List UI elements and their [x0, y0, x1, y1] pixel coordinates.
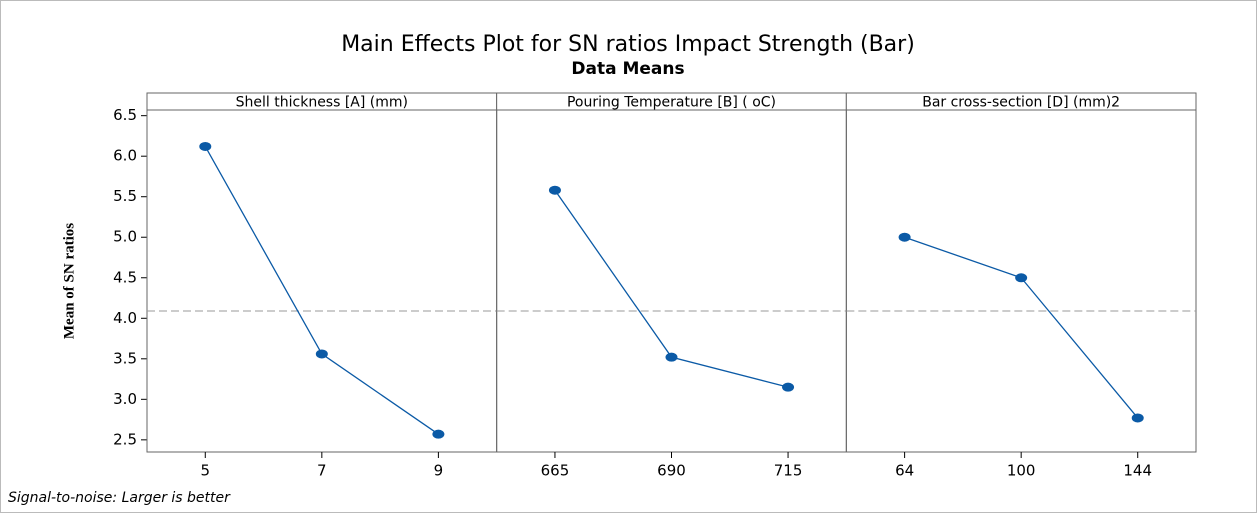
x-tick-label: 7	[317, 462, 327, 480]
y-tick-label: 2.5	[113, 430, 137, 448]
x-tick-label: 100	[1007, 462, 1036, 480]
panel-title: Pouring Temperature [B] ( oC)	[567, 95, 776, 111]
x-tick-label: 690	[657, 462, 686, 480]
chart-title: Main Effects Plot for SN ratios Impact S…	[341, 32, 915, 57]
x-tick-label: 64	[895, 462, 914, 480]
y-tick-label: 4.5	[113, 268, 137, 286]
y-tick-label: 5.0	[113, 228, 137, 246]
footnote: Signal-to-noise: Larger is better	[8, 490, 231, 506]
panel-title: Bar cross-section [D] (mm)2	[922, 95, 1120, 111]
point	[315, 349, 328, 359]
point	[548, 185, 561, 195]
y-tick-label: 3.5	[113, 349, 137, 367]
x-tick-label: 144	[1123, 462, 1152, 480]
point	[432, 429, 445, 439]
y-tick-label: 5.5	[113, 187, 137, 205]
point	[782, 382, 795, 392]
point	[199, 141, 212, 151]
y-tick-label: 6.5	[113, 106, 137, 124]
y-axis-label: Mean of SN ratios	[61, 223, 77, 339]
point	[665, 352, 678, 362]
panel-title: Shell thickness [A] (mm)	[236, 95, 408, 111]
x-tick-label: 9	[434, 462, 444, 480]
y-tick-label: 3.0	[113, 390, 137, 408]
x-tick-label: 5	[201, 462, 211, 480]
x-tick-label: 715	[774, 462, 803, 480]
x-tick-label: 665	[541, 462, 570, 480]
point	[898, 232, 911, 242]
point	[1015, 273, 1028, 283]
y-tick-label: 6.0	[113, 147, 137, 165]
point	[1131, 413, 1144, 423]
chart-subtitle: Data Means	[571, 59, 684, 79]
y-tick-label: 4.0	[113, 309, 137, 327]
